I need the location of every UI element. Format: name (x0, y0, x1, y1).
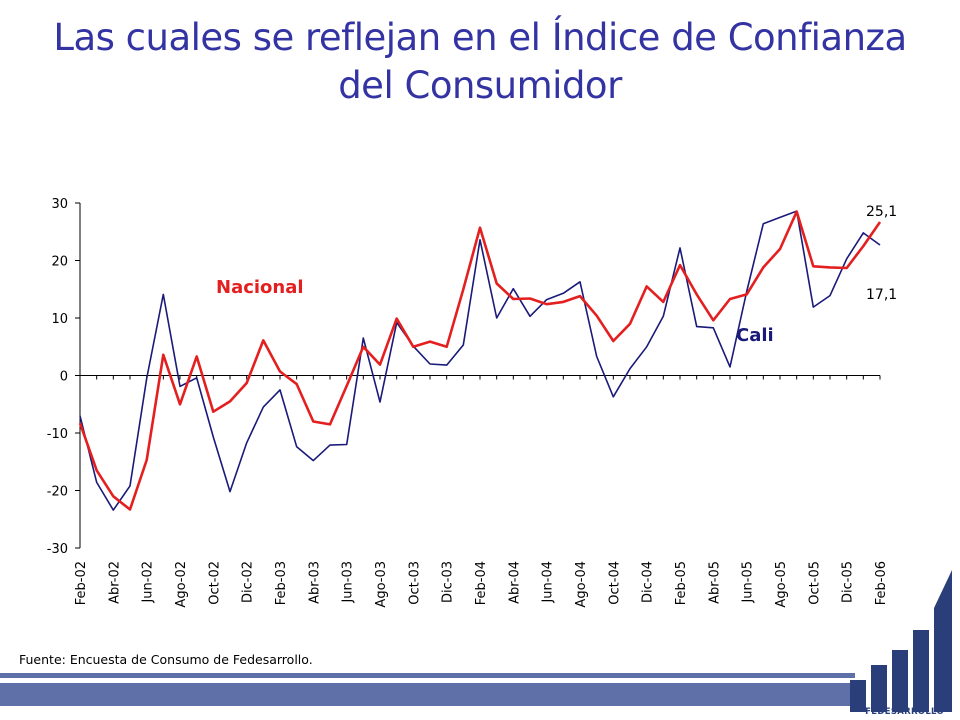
x-tick-label: Oct-02 (207, 561, 222, 605)
x-tick-label: Jun-05 (741, 561, 756, 604)
y-tick-label: 20 (51, 255, 68, 270)
x-tick-label: Ago-04 (574, 561, 589, 608)
logo-text: FEDESARROLLO (865, 707, 944, 717)
end-label-cali: 17,1 (866, 287, 897, 303)
y-tick-label: 0 (60, 370, 68, 385)
y-tick-label: -20 (47, 485, 68, 500)
fedesarrollo-logo (850, 570, 952, 712)
x-tick-label: Dic-03 (441, 561, 456, 603)
x-tick-label: Abr-02 (107, 561, 122, 604)
x-tick-label: Ago-03 (374, 561, 389, 608)
x-tick-label: Jun-04 (541, 561, 556, 604)
x-tick-label: Oct-03 (407, 561, 422, 605)
x-tick-label: Jun-02 (141, 561, 156, 604)
x-tick-label: Feb-04 (474, 561, 489, 605)
x-tick-label: Ago-05 (774, 561, 789, 608)
y-tick-label: -30 (47, 542, 68, 557)
x-tick-label: Oct-05 (807, 561, 822, 605)
legend-label-cali: Cali (736, 325, 774, 346)
source-note: Fuente: Encuesta de Consumo de Fedesarro… (19, 652, 313, 667)
y-tick-label: 30 (51, 197, 68, 212)
x-tick-label: Feb-03 (274, 561, 289, 605)
y-tick-label: 10 (51, 312, 68, 327)
slide-title-line-1: Las cuales se reflejan en el Índice de C… (53, 16, 907, 59)
slide-title: Las cuales se reflejan en el Índice de C… (0, 14, 960, 110)
x-tick-label: Abr-05 (707, 561, 722, 604)
series-line-cali (79, 210, 881, 511)
footer-bar-bottom (0, 683, 855, 706)
slide-title-line-2: del Consumidor (338, 64, 622, 107)
y-tick-label: -10 (47, 427, 68, 442)
x-tick-label: Dic-04 (641, 561, 656, 603)
x-tick-label: Feb-02 (74, 561, 89, 605)
series-line-nacional (78, 210, 882, 511)
x-tick-label: Jun-03 (341, 561, 356, 604)
x-tick-label: Feb-06 (874, 561, 889, 605)
footer-bar-top (0, 673, 855, 678)
x-tick-label: Feb-05 (674, 561, 689, 605)
legend-label-nacional: Nacional (216, 277, 304, 298)
x-tick-label: Oct-04 (607, 561, 622, 605)
x-tick-label: Dic-02 (241, 561, 256, 603)
x-tick-label: Dic-05 (841, 561, 856, 603)
x-tick-label: Abr-03 (307, 561, 322, 604)
x-tick-label: Abr-04 (507, 561, 522, 604)
x-tick-label: Ago-02 (174, 561, 189, 608)
end-label-nacional: 25,1 (866, 204, 897, 220)
